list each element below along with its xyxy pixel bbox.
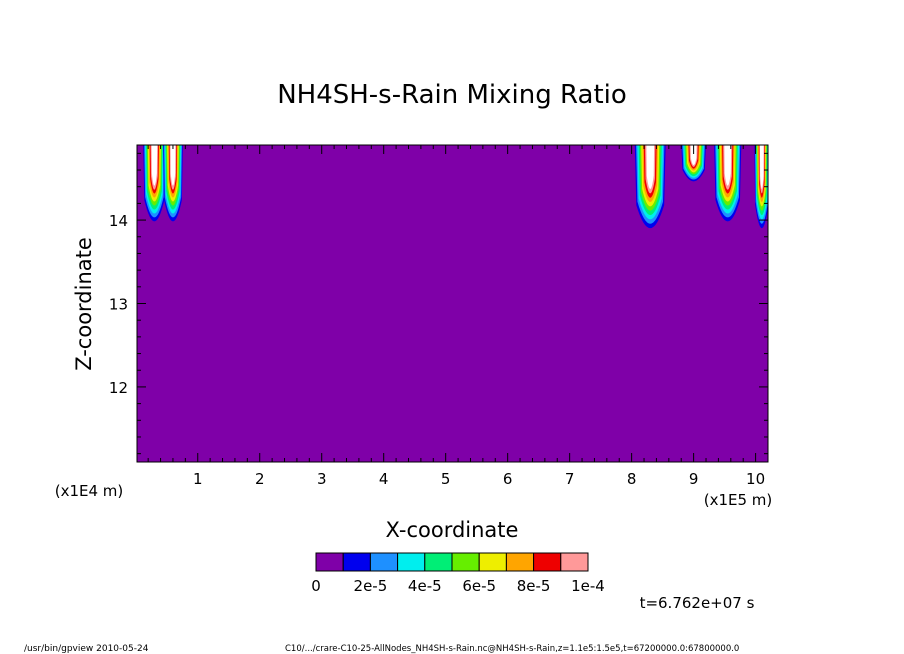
x-tick-label: 3 (317, 470, 327, 488)
y-tick-label: 14 (109, 212, 128, 230)
y-tick-label: 13 (109, 296, 128, 314)
colorbar-swatch (369, 552, 399, 572)
x-tick-label: 2 (255, 470, 265, 488)
colorbar-label: 2e-5 (354, 577, 388, 595)
colorbar-swatch (505, 552, 535, 572)
footer-left: /usr/bin/gpview 2010-05-24 (24, 644, 149, 654)
colorbar-label: 4e-5 (408, 577, 442, 595)
colorbar-swatch (451, 552, 480, 572)
x-tick-label: 4 (379, 470, 389, 488)
x-axis: 1 2 3 4 5 6 7 8 9 10 (147, 145, 769, 488)
colorbar-label: 0 (311, 577, 321, 595)
colorbar: 0 2e-5 4e-5 6e-5 8e-5 1e-4 (311, 552, 605, 595)
colorbar-swatch (560, 552, 589, 572)
plumes-layer (143, 145, 768, 228)
x-tick-label: 9 (689, 470, 699, 488)
chart-title: NH4SH-s-Rain Mixing Ratio (277, 80, 627, 110)
plume-0-band-9 (151, 145, 158, 186)
x-tick-label: 5 (441, 470, 451, 488)
plume-4-band-9 (724, 145, 732, 186)
y-tick-label: 12 (109, 379, 128, 397)
x-tick-label: 7 (565, 470, 575, 488)
time-label: t=6.762e+07 s (640, 594, 755, 612)
plume-5-band-9 (759, 145, 764, 190)
x-tick-label: 1 (193, 470, 203, 488)
x-axis-label: X-coordinate (386, 518, 519, 542)
colorbar-label: 1e-4 (571, 577, 605, 595)
colorbar-swatch (533, 552, 562, 572)
x-tick-label: 8 (627, 470, 637, 488)
y-axis: 12 13 14 (109, 152, 768, 455)
plume-2-band-9 (646, 145, 655, 190)
plot-background (137, 145, 768, 462)
colorbar-swatch (478, 552, 507, 572)
y-axis-label: Z-coordinate (72, 237, 96, 371)
colorbar-swatch (424, 552, 453, 572)
colorbar-label: 8e-5 (517, 577, 551, 595)
colorbar-swatch (315, 552, 344, 572)
colorbar-swatch (342, 552, 371, 572)
x-tick-label: 10 (746, 470, 765, 488)
x-tick-label: 6 (503, 470, 513, 488)
x-unit-left: (x1E4 m) (55, 482, 124, 500)
colorbar-swatch (397, 552, 426, 572)
x-unit-right: (x1E5 m) (704, 491, 773, 509)
plume-1-band-9 (170, 145, 176, 186)
footer-right: C10/.../crare-C10-25-AllNodes_NH4SH-s-Ra… (285, 644, 739, 654)
colorbar-label: 6e-5 (462, 577, 496, 595)
plume-3-band-9 (690, 145, 697, 166)
